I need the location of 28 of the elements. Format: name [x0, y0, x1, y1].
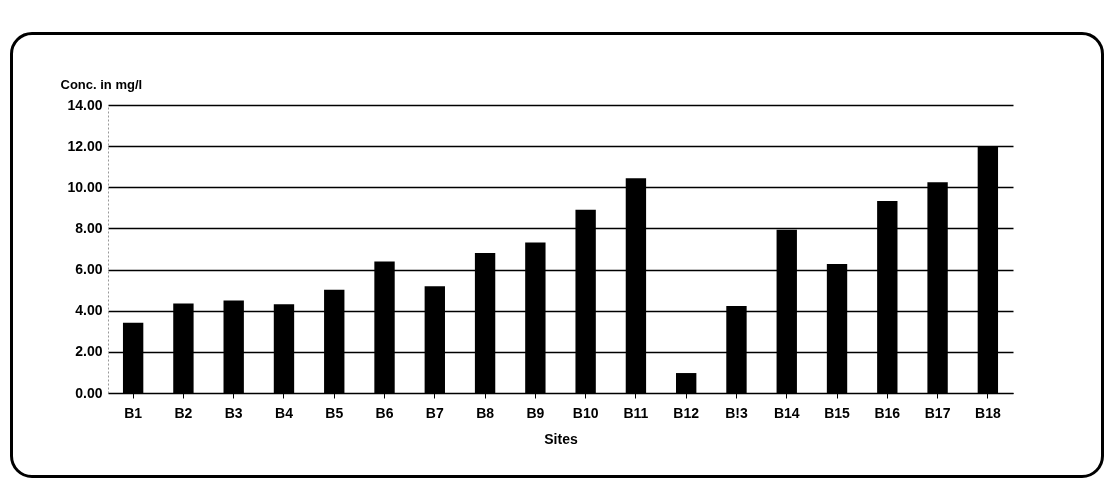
x-tick-label: B9 — [526, 404, 545, 421]
x-tick-label: B17 — [924, 404, 951, 421]
x-tick-label: B7 — [425, 404, 444, 421]
x-tick-label: B11 — [623, 404, 649, 421]
x-axis-title: Sites — [544, 430, 578, 447]
x-tick-label: B8 — [476, 404, 495, 421]
x-tick-label: B16 — [874, 404, 901, 421]
x-tick-label: B4 — [275, 404, 294, 421]
x-tick-label: B1 — [124, 404, 143, 421]
x-tick-label: B2 — [174, 404, 193, 421]
y-tick-label: 0.00 — [75, 384, 103, 401]
y-tick-label: 6.00 — [75, 261, 103, 278]
x-tick-label: B10 — [572, 404, 599, 421]
y-axis-title: Conc. in mg/l — [60, 76, 143, 92]
x-tick-label: B15 — [824, 404, 851, 421]
x-tick-label: B14 — [773, 404, 800, 421]
x-tick-label: B5 — [325, 404, 344, 421]
x-tick-label: B3 — [224, 404, 243, 421]
x-tick-label: B!3 — [725, 404, 748, 421]
y-tick-label: 12.00 — [67, 137, 103, 154]
y-tick-label: 14.00 — [67, 96, 103, 113]
y-tick-label: 4.00 — [75, 302, 103, 319]
x-tick-label: B12 — [673, 404, 700, 421]
x-tick-label: B6 — [375, 404, 394, 421]
x-tick-label: B18 — [975, 404, 1001, 421]
y-tick-label: 8.00 — [75, 219, 103, 236]
y-tick-label: 10.00 — [67, 178, 103, 195]
y-tick-label: 2.00 — [75, 343, 103, 360]
